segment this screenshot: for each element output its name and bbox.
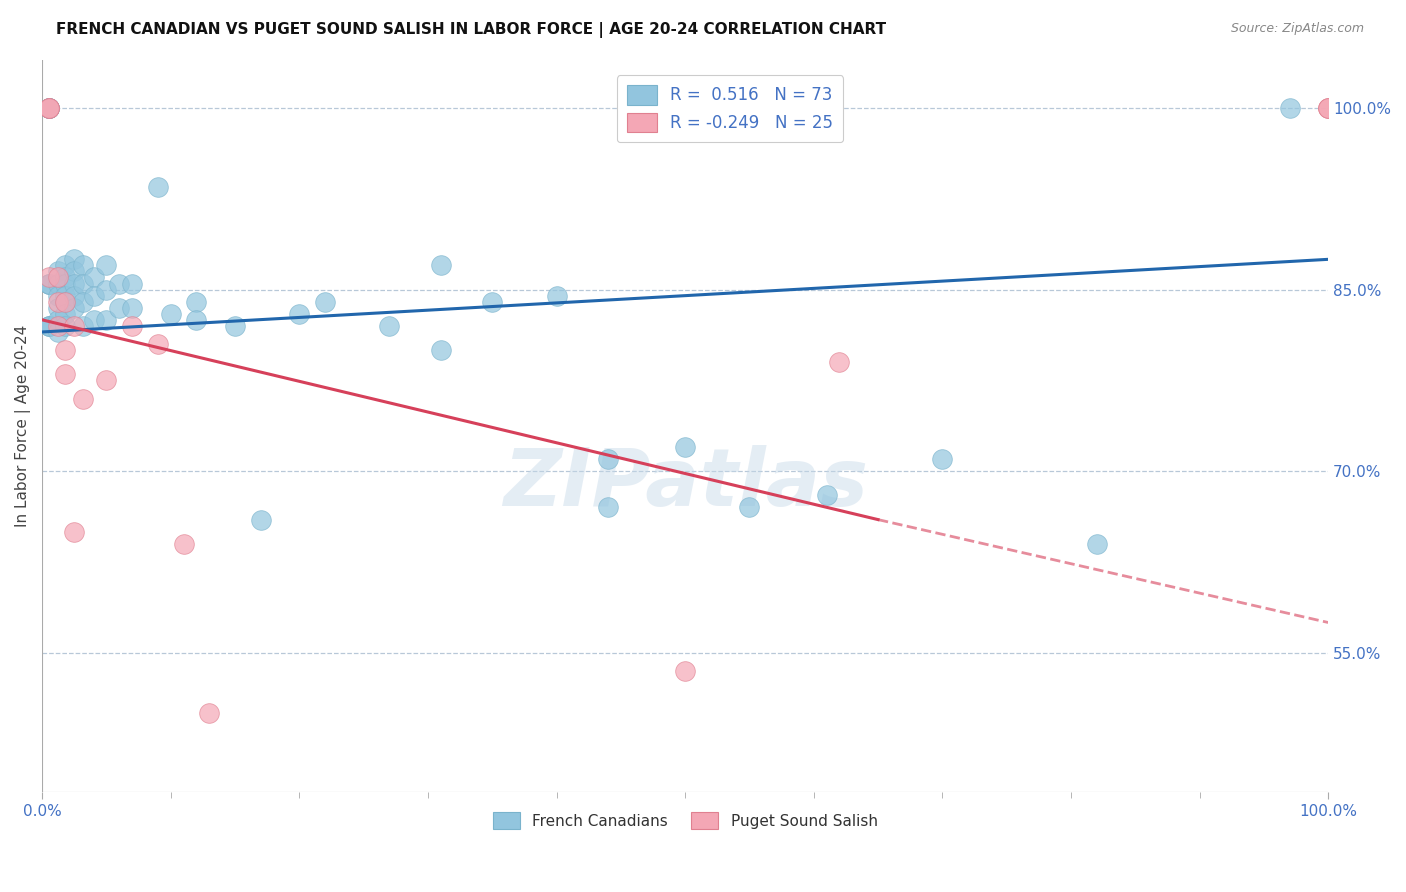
Point [38, 101, 60, 115]
Point [173, 537, 195, 551]
Point [72, 318, 94, 333]
Point [108, 301, 131, 315]
Legend: French Canadians, Puget Sound Salish: French Canadians, Puget Sound Salish [486, 805, 884, 836]
Point [53, 307, 76, 321]
Point [159, 307, 181, 321]
Point [815, 488, 838, 502]
Point [46, 277, 69, 291]
Point [314, 294, 336, 309]
Point [121, 301, 143, 315]
Point [46, 318, 69, 333]
Point [596, 500, 619, 515]
Point [596, 452, 619, 467]
Point [38, 101, 60, 115]
Point [738, 500, 761, 515]
Point [46, 288, 69, 302]
Point [38, 101, 60, 115]
Point [72, 277, 94, 291]
Point [38, 270, 60, 285]
Point [1317, 101, 1340, 115]
Point [224, 318, 246, 333]
Text: ZIPatlas: ZIPatlas [502, 445, 868, 524]
Point [121, 277, 143, 291]
Point [63, 301, 86, 315]
Point [72, 259, 94, 273]
Point [46, 294, 69, 309]
Point [63, 524, 86, 539]
Point [53, 288, 76, 302]
Point [83, 270, 105, 285]
Point [1278, 101, 1301, 115]
Point [186, 313, 208, 327]
Point [429, 259, 451, 273]
Point [38, 101, 60, 115]
Point [378, 318, 401, 333]
Point [72, 392, 94, 406]
Point [63, 318, 86, 333]
Point [72, 294, 94, 309]
Point [53, 270, 76, 285]
Point [38, 101, 60, 115]
Text: FRENCH CANADIAN VS PUGET SOUND SALISH IN LABOR FORCE | AGE 20-24 CORRELATION CHA: FRENCH CANADIAN VS PUGET SOUND SALISH IN… [56, 22, 886, 38]
Point [288, 307, 311, 321]
Point [38, 277, 60, 291]
Point [46, 325, 69, 339]
Point [146, 337, 169, 351]
Point [1317, 101, 1340, 115]
Point [546, 288, 568, 302]
Point [38, 101, 60, 115]
Point [121, 318, 143, 333]
Point [53, 294, 76, 309]
Point [146, 179, 169, 194]
Point [673, 440, 696, 454]
Point [38, 101, 60, 115]
Point [63, 288, 86, 302]
Point [96, 373, 118, 387]
Y-axis label: In Labor Force | Age 20-24: In Labor Force | Age 20-24 [15, 325, 31, 527]
Point [198, 706, 221, 721]
Point [38, 318, 60, 333]
Point [186, 294, 208, 309]
Point [63, 252, 86, 267]
Point [63, 264, 86, 278]
Point [96, 259, 118, 273]
Point [46, 270, 69, 285]
Point [38, 318, 60, 333]
Point [53, 368, 76, 382]
Point [96, 283, 118, 297]
Point [53, 294, 76, 309]
Point [46, 301, 69, 315]
Point [53, 277, 76, 291]
Point [46, 264, 69, 278]
Point [53, 343, 76, 358]
Point [673, 664, 696, 678]
Point [53, 259, 76, 273]
Point [481, 294, 503, 309]
Point [83, 313, 105, 327]
Point [38, 277, 60, 291]
Point [38, 277, 60, 291]
Point [429, 343, 451, 358]
Point [46, 313, 69, 327]
Point [828, 355, 851, 369]
Point [63, 277, 86, 291]
Point [108, 277, 131, 291]
Point [249, 513, 271, 527]
Point [1317, 101, 1340, 115]
Point [1085, 537, 1108, 551]
Point [38, 318, 60, 333]
Point [931, 452, 953, 467]
Text: Source: ZipAtlas.com: Source: ZipAtlas.com [1230, 22, 1364, 36]
Point [83, 288, 105, 302]
Point [53, 318, 76, 333]
Point [96, 313, 118, 327]
